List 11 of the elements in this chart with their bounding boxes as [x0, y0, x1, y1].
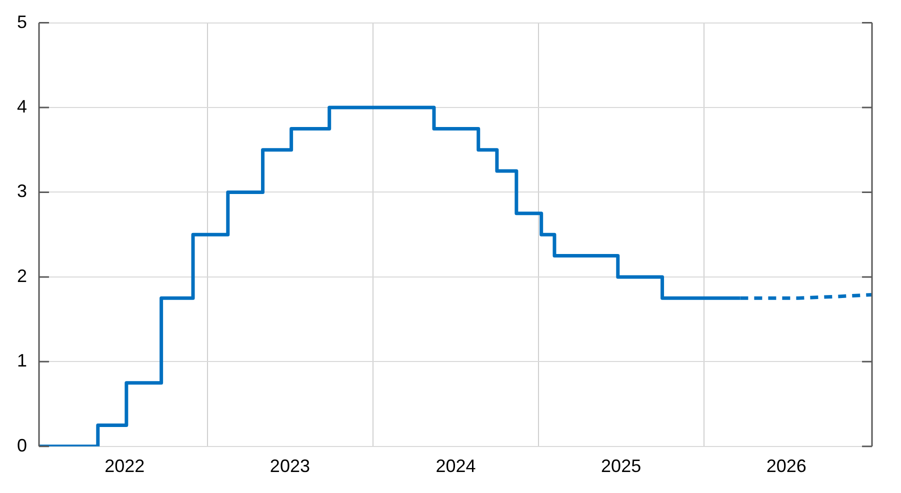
x-tick-label: 2024	[436, 456, 476, 476]
y-tick-label: 1	[16, 350, 28, 371]
y-tick-label: 0	[16, 435, 28, 456]
x-tick-label: 2026	[766, 456, 806, 476]
x-tick-label: 2023	[270, 456, 310, 476]
x-tick-label: 2022	[104, 456, 145, 476]
x-tick-label: 2025	[601, 456, 642, 476]
y-tick-label: 4	[16, 96, 28, 116]
y-tick-label: 3	[16, 181, 28, 202]
y-tick-label: 5	[16, 12, 28, 32]
y-tick-label: 2	[16, 266, 28, 286]
